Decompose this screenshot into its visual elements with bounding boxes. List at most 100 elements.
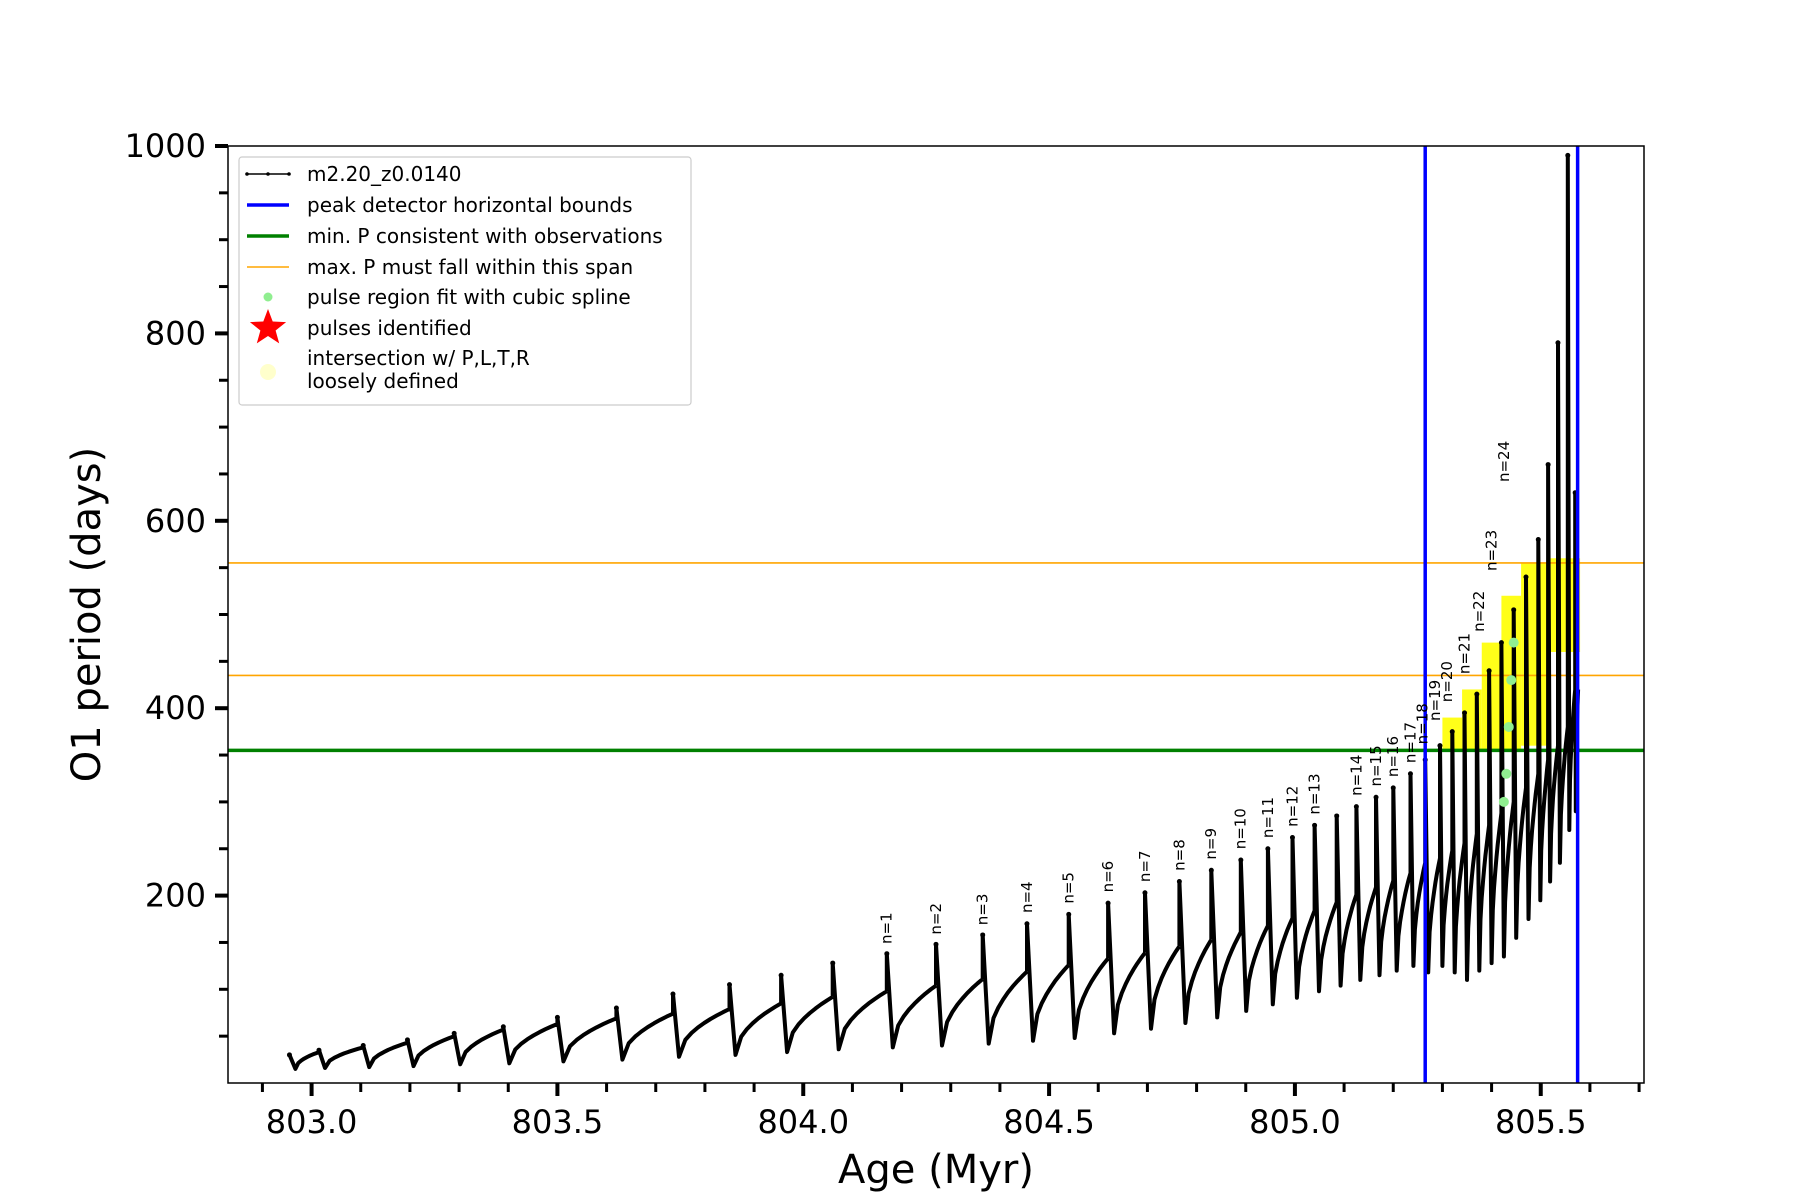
spline-fit-points xyxy=(1498,637,1519,807)
pulse-peak-point xyxy=(316,1047,322,1053)
pulse-peak-point xyxy=(1437,743,1443,749)
x-tick-label: 805.0 xyxy=(1249,1103,1341,1141)
pulse-peak-point xyxy=(1535,537,1541,543)
pulse-label: n=5 xyxy=(1060,872,1078,904)
pulse-label: n=1 xyxy=(878,912,896,944)
pulse-peak-point xyxy=(1498,640,1504,646)
pulse-label: n=2 xyxy=(927,903,945,935)
pulse-label: n=10 xyxy=(1232,808,1250,849)
pulse-peak-point xyxy=(1545,462,1551,468)
legend-handle-dot xyxy=(245,172,249,176)
pulse-peak-point xyxy=(1334,813,1340,819)
pulse-label: n=9 xyxy=(1202,828,1220,860)
pulse-label: n=12 xyxy=(1283,786,1301,827)
pulse-peak-point xyxy=(286,1052,292,1058)
pulse-label: n=19 xyxy=(1426,680,1444,721)
y-tick-label: 400 xyxy=(145,689,206,727)
x-axis-title: Age (Myr) xyxy=(838,1147,1034,1193)
pulse-peak-point xyxy=(980,932,986,938)
pulse-peak-point xyxy=(1312,822,1318,828)
pulse-peak-point xyxy=(1523,574,1529,580)
y-axis-title: O1 period (days) xyxy=(64,447,110,782)
pulse-peak-point xyxy=(1390,785,1396,791)
pulse-peak-point xyxy=(1066,911,1072,917)
pulse-label: n=23 xyxy=(1483,530,1501,571)
pulse-peak-point xyxy=(613,1005,619,1011)
pulse-label: n=15 xyxy=(1367,745,1385,786)
spline-point xyxy=(1498,796,1509,807)
pulse-peak-point xyxy=(830,960,836,966)
pulse-label: n=21 xyxy=(1455,633,1473,674)
pulse-peak-point xyxy=(360,1043,366,1049)
pulse-label: n=7 xyxy=(1136,850,1154,882)
legend-label: m2.20_z0.0140 xyxy=(307,162,462,186)
pulse-peak-point xyxy=(1353,804,1359,810)
y-tick-label: 800 xyxy=(145,314,206,352)
pulse-label: n=3 xyxy=(974,894,992,926)
legend-handle-star xyxy=(249,309,287,344)
x-axis-ticks: 803.0 803.5 804.0 804.5 805.0 805.5 xyxy=(260,1083,1641,1141)
y-axis-ticks: 200 400 600 800 1000 xyxy=(125,127,228,1038)
pulse-label: n=24 xyxy=(1495,441,1513,482)
legend-label: pulses identified xyxy=(307,316,472,340)
pulse-label: n=17 xyxy=(1401,722,1419,763)
pulse-peak-point xyxy=(727,982,732,988)
pulse-peak-point xyxy=(670,991,676,997)
vertical-bound-lines xyxy=(1423,146,1580,1083)
series-line xyxy=(287,153,1581,1071)
pulse-peak-point xyxy=(1265,846,1271,852)
pulse-peak-point xyxy=(1474,691,1480,697)
pulse-peak-point xyxy=(554,1014,560,1020)
pulse-label: n=6 xyxy=(1099,861,1117,893)
period-series xyxy=(286,152,1581,1071)
spline-point xyxy=(1506,675,1517,686)
legend-handle-spline-dot xyxy=(263,292,273,302)
pulse-label: n=11 xyxy=(1259,797,1277,838)
pulse-labels: n=1 n=2 n=3 n=4 n=5 n=6 n=7 n=8 n=9 n=10 n=11 n=12 n… xyxy=(878,441,1513,944)
legend-handle-dot xyxy=(266,172,270,176)
pulse-label: n=4 xyxy=(1018,881,1036,913)
pulse-peak-point xyxy=(404,1037,410,1043)
legend-label: pulse region fit with cubic spline xyxy=(307,285,631,309)
pulse-label: n=18 xyxy=(1414,703,1432,744)
pulse-peak-point xyxy=(1462,710,1468,716)
x-tick-label: 804.5 xyxy=(1003,1103,1095,1141)
pulse-peak-point xyxy=(1407,771,1413,777)
pulse-peak-point xyxy=(1486,668,1492,674)
x-tick-label: 805.5 xyxy=(1495,1103,1587,1141)
pulse-peak-point xyxy=(1105,900,1111,906)
pulse-peak-point xyxy=(884,951,890,957)
pulse-label: n=20 xyxy=(1438,661,1456,702)
pulse-peak-point xyxy=(500,1024,506,1030)
pulse-peak-point xyxy=(1208,867,1214,873)
legend-handle-dot xyxy=(287,172,291,176)
pulse-peak-point xyxy=(1024,921,1030,927)
pulse-label: n=8 xyxy=(1170,839,1188,871)
pulse-peak-point xyxy=(1373,794,1379,800)
pulse-peak-point xyxy=(1176,879,1182,885)
pulse-peak-point xyxy=(1565,152,1571,158)
pulse-peak-point xyxy=(1238,857,1244,863)
pulse-label: n=16 xyxy=(1384,736,1402,777)
pulse-peak-point xyxy=(451,1030,457,1036)
y-tick-label: 1000 xyxy=(125,127,206,165)
legend-label: min. P consistent with observations xyxy=(307,224,663,248)
pulse-peak-point xyxy=(1511,607,1517,613)
legend-label: loosely defined xyxy=(307,369,459,393)
pulse-label: n=14 xyxy=(1347,755,1365,796)
spline-point xyxy=(1503,721,1514,732)
pulse-peak-point xyxy=(778,972,784,978)
y-tick-label: 200 xyxy=(145,877,206,915)
pulse-peak-point xyxy=(1142,890,1148,896)
pulse-peak-point xyxy=(933,941,939,947)
pulse-peak-point xyxy=(1555,340,1561,346)
x-tick-label: 804.0 xyxy=(757,1103,849,1141)
pulse-label: n=22 xyxy=(1470,591,1488,632)
legend-label: intersection w/ P,L,T,R xyxy=(307,346,530,370)
y-tick-label: 600 xyxy=(145,502,206,540)
pulse-peak-point xyxy=(1289,835,1295,841)
spline-point xyxy=(1501,768,1512,779)
